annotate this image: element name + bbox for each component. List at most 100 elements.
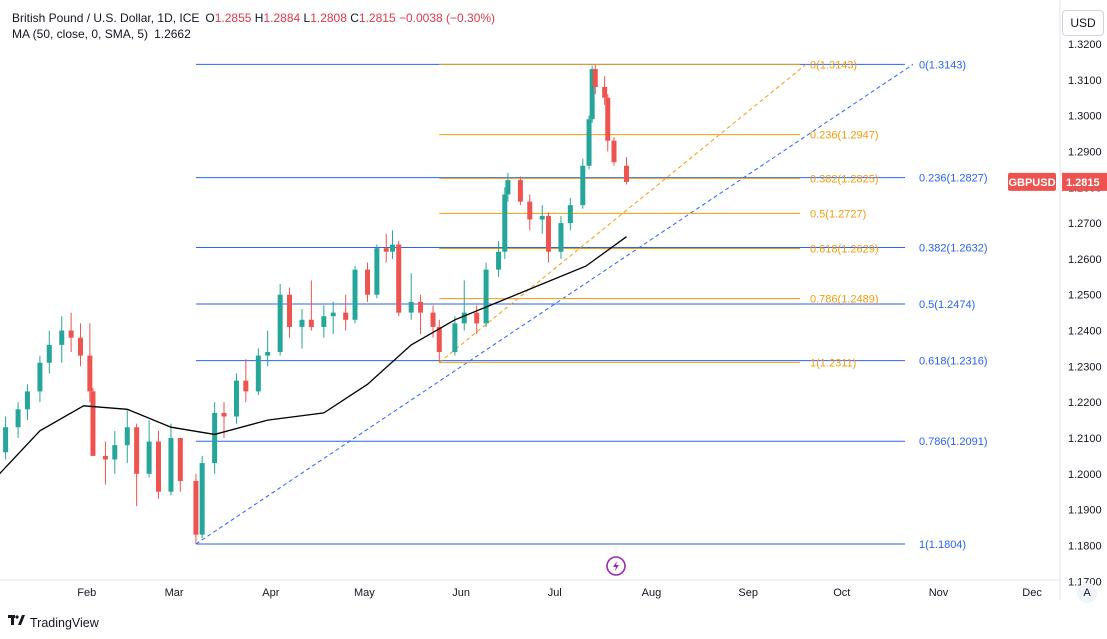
x-tick-label: Oct <box>833 587 850 599</box>
y-tick-label: 1.2900 <box>1068 146 1102 158</box>
candle-body <box>277 294 283 353</box>
candle-body <box>605 97 611 141</box>
candle-body <box>265 352 271 356</box>
candle-body <box>558 223 564 252</box>
candle-body <box>193 480 199 535</box>
candle-body <box>517 180 523 202</box>
y-tick-label: 1.1800 <box>1068 540 1102 552</box>
fib-retracement-blue[interactable] <box>195 63 914 545</box>
candle-body <box>212 412 218 464</box>
open-value: 1.2855 <box>214 11 252 25</box>
event-icon-bolt <box>613 561 619 571</box>
instrument-tag-label: GBPUSD <box>1008 177 1055 189</box>
tradingview-branding[interactable]: TradingView <box>8 615 99 630</box>
y-tick-label: 1.3200 <box>1068 39 1102 51</box>
candles <box>3 64 629 545</box>
candle-body <box>408 301 414 313</box>
open-label: O <box>205 11 215 25</box>
currency-button[interactable]: USD <box>1062 10 1104 36</box>
candle-body <box>134 427 140 474</box>
candle-body <box>623 165 629 182</box>
y-tick-label: 1.2700 <box>1068 218 1102 230</box>
candle-body <box>255 355 261 392</box>
candle-body <box>430 312 436 327</box>
fib-blue-level-label: 0.786(1.2091) <box>919 436 988 448</box>
y-tick-label: 1.2600 <box>1068 254 1102 266</box>
candle-body <box>567 205 573 224</box>
y-tick-label: 1.2100 <box>1068 433 1102 445</box>
change-value: −0.0038 (−0.30%) <box>398 11 496 25</box>
legend-row-symbol: British Pound / U.S. Dollar, 1D, ICE O1.… <box>12 10 495 26</box>
candle-body <box>545 215 551 252</box>
legend-row-indicator[interactable]: MA (50, close, 0, SMA, 5) 1.2662 <box>12 26 495 42</box>
candle-body <box>365 269 371 295</box>
candle-body <box>539 215 545 220</box>
symbol-title: British Pound / U.S. Dollar, 1D, ICE <box>12 11 200 25</box>
candle-body <box>586 119 592 166</box>
candle-body <box>146 441 152 474</box>
fib-blue-level-label: 1(1.1804) <box>919 539 966 551</box>
tradingview-logo-icon <box>8 615 26 630</box>
candle-body <box>502 194 508 252</box>
y-tick-label: 1.1900 <box>1068 505 1102 517</box>
candle-body <box>611 140 617 163</box>
fib-blue-level-label: 0.236(1.2827) <box>919 173 988 185</box>
candle-body <box>592 69 598 87</box>
x-tick-label: Jul <box>548 587 562 599</box>
candle-body <box>77 337 83 356</box>
candle-body <box>527 201 533 220</box>
candle-body <box>3 427 9 453</box>
x-tick-label: Dec <box>1022 587 1042 599</box>
candle-body <box>155 441 161 492</box>
candle-body <box>102 455 108 460</box>
chart-legend: British Pound / U.S. Dollar, 1D, ICE O1.… <box>12 10 495 42</box>
instrument-tag-bg <box>1008 172 1056 191</box>
candle-body <box>343 312 349 320</box>
candle-body <box>389 244 395 252</box>
candle-body <box>299 319 305 327</box>
candle-body <box>168 437 174 492</box>
fib-retracement-orange[interactable] <box>438 63 807 363</box>
fib-blue-level-label: 0(1.3143) <box>919 59 966 71</box>
auto-scale-button[interactable]: A <box>1077 583 1097 603</box>
candle-body <box>37 362 43 392</box>
candle-body <box>452 323 458 353</box>
fib-blue-level-label: 0.5(1.2474) <box>919 299 975 311</box>
y-tick-label: 1.2400 <box>1068 326 1102 338</box>
candle-body <box>24 391 30 410</box>
candle-body <box>321 316 327 327</box>
fib-labels: 0(1.3143) 0.236(1.2827) 0.382(1.2632) 0.5(1… <box>810 59 988 551</box>
fib-orange-trend-line <box>438 64 807 363</box>
candle-body <box>374 248 380 295</box>
fib-orange-level-label: 1(1.2311) <box>810 357 856 369</box>
x-tick-label: Nov <box>929 587 949 599</box>
candle-body <box>233 380 239 417</box>
high-label: H <box>254 11 264 25</box>
candle-body <box>505 180 511 195</box>
y-tick-label: 1.3100 <box>1068 75 1102 87</box>
fib-orange-level-label: 0(1.3143) <box>810 59 857 71</box>
ma-polyline <box>0 236 627 475</box>
last-price-tag-bg <box>1062 172 1107 191</box>
lightning-event-icon[interactable] <box>606 556 626 576</box>
candle-body <box>59 330 65 345</box>
low-value: 1.2808 <box>310 11 347 25</box>
y-tick-label: 1.2300 <box>1068 361 1102 373</box>
fib-orange-level-label: 0.382(1.2825) <box>810 173 879 185</box>
candle-body <box>90 391 96 456</box>
close-label: C <box>350 11 359 25</box>
close-value: 1.2815 <box>358 11 396 25</box>
fib-orange-level-label: 0.618(1.2629) <box>810 244 879 256</box>
candle-body <box>243 380 249 392</box>
indicator-value: 1.2662 <box>154 27 191 41</box>
low-label: L <box>303 11 311 25</box>
ohlc-values: O1.2855 H1.2884 L1.2808 C1.2815 −0.0038 … <box>205 10 495 26</box>
brand-name: TradingView <box>30 615 99 630</box>
candle-body <box>15 409 21 428</box>
x-tick-label: Mar <box>165 587 184 599</box>
fib-blue-level-label: 0.382(1.2632) <box>919 242 988 254</box>
candle-body <box>496 251 502 270</box>
candle-body <box>46 344 52 363</box>
